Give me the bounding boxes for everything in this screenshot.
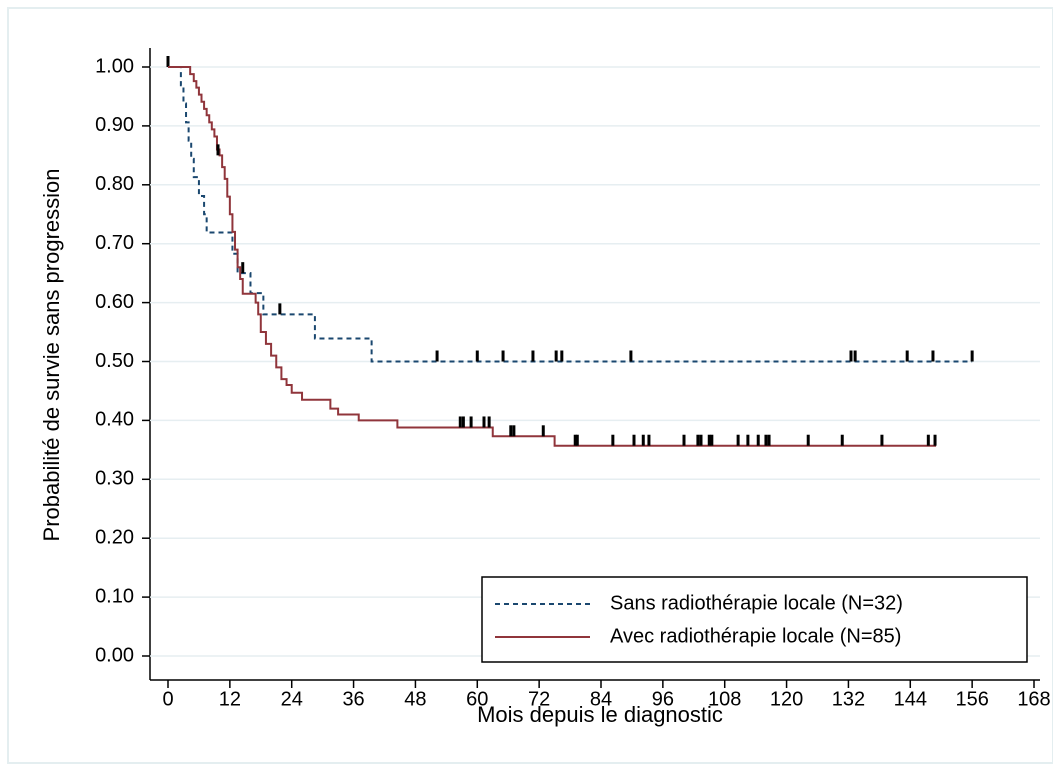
y-tick-label: 0.80	[95, 173, 134, 195]
x-tick-label: 108	[708, 688, 741, 710]
legend-label: Sans radiothérapie locale (N=32)	[610, 592, 903, 614]
y-tick-label: 0.10	[95, 585, 134, 607]
x-tick-label: 156	[955, 688, 988, 710]
survival-curve	[168, 66, 937, 447]
y-tick-label: 0.50	[95, 350, 134, 372]
legend: Sans radiothérapie locale (N=32) Avec rad…	[481, 576, 1028, 663]
survival-curve	[168, 66, 973, 363]
x-tick-label: 144	[894, 688, 927, 710]
y-tick-label: 0.60	[95, 291, 134, 313]
legend-box	[481, 576, 1028, 663]
x-tick-label: 72	[528, 688, 550, 710]
y-tick-label: 0.00	[95, 644, 134, 666]
y-tick-label: 0.90	[95, 114, 134, 136]
y-tick-label: 0.20	[95, 526, 134, 548]
y-tick-label: 0.70	[95, 232, 134, 254]
x-tick-label: 12	[219, 688, 241, 710]
x-tick-label: 84	[590, 688, 612, 710]
y-axis-title: Probabilité de survie sans progression	[39, 169, 64, 542]
x-axis-title: Mois depuis le diagnostic	[477, 702, 723, 727]
x-tick-label: 96	[652, 688, 674, 710]
x-tick-label: 36	[342, 688, 364, 710]
x-tick-label: 132	[832, 688, 865, 710]
y-tick-label: 0.40	[95, 409, 134, 431]
x-tick-label: 60	[466, 688, 488, 710]
y-tick-label: 1.00	[95, 55, 134, 77]
x-tick-label: 0	[162, 688, 173, 710]
x-tick-label: 24	[281, 688, 303, 710]
x-tick-label: 48	[404, 688, 426, 710]
legend-label: Avec radiothérapie locale (N=85)	[610, 625, 901, 647]
x-tick-label: 120	[770, 688, 803, 710]
y-tick-label: 0.30	[95, 468, 134, 490]
x-tick-label: 168	[1017, 688, 1050, 710]
